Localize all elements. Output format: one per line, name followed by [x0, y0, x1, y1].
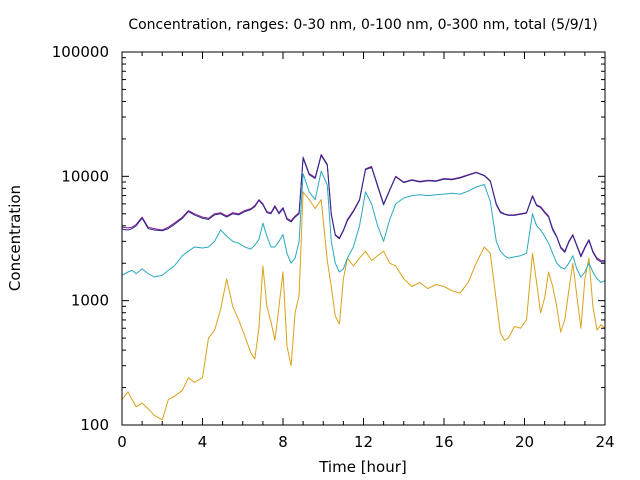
ticks-layer: 0 4 8 12 16 20 24 100 1000 10000 100000: [52, 43, 615, 451]
x-axis-label: Time [hour]: [318, 458, 407, 476]
chart-title: Concentration, ranges: 0-30 nm, 0-100 nm…: [128, 17, 597, 33]
series-layer: [121, 153, 606, 421]
y-tick-label: 1000: [71, 292, 109, 310]
y-tick-label: 10000: [61, 167, 109, 185]
y-axis-label: Concentration: [6, 185, 24, 291]
plot-frame: [121, 51, 606, 426]
x-tick-label: 4: [198, 433, 208, 451]
x-tick-label: 8: [278, 433, 288, 451]
series-line-2: [121, 170, 606, 283]
series-line-3: [121, 153, 605, 262]
y-tick-label: 100: [80, 416, 109, 434]
x-tick-label: 24: [595, 433, 614, 451]
y-tick-label: 100000: [52, 43, 109, 61]
x-tick-label: 12: [354, 433, 373, 451]
x-tick-label: 0: [117, 433, 127, 451]
x-tick-label: 20: [515, 433, 534, 451]
series-line-4: [121, 155, 605, 263]
series-line-1: [121, 191, 606, 421]
x-tick-label: 16: [434, 433, 453, 451]
